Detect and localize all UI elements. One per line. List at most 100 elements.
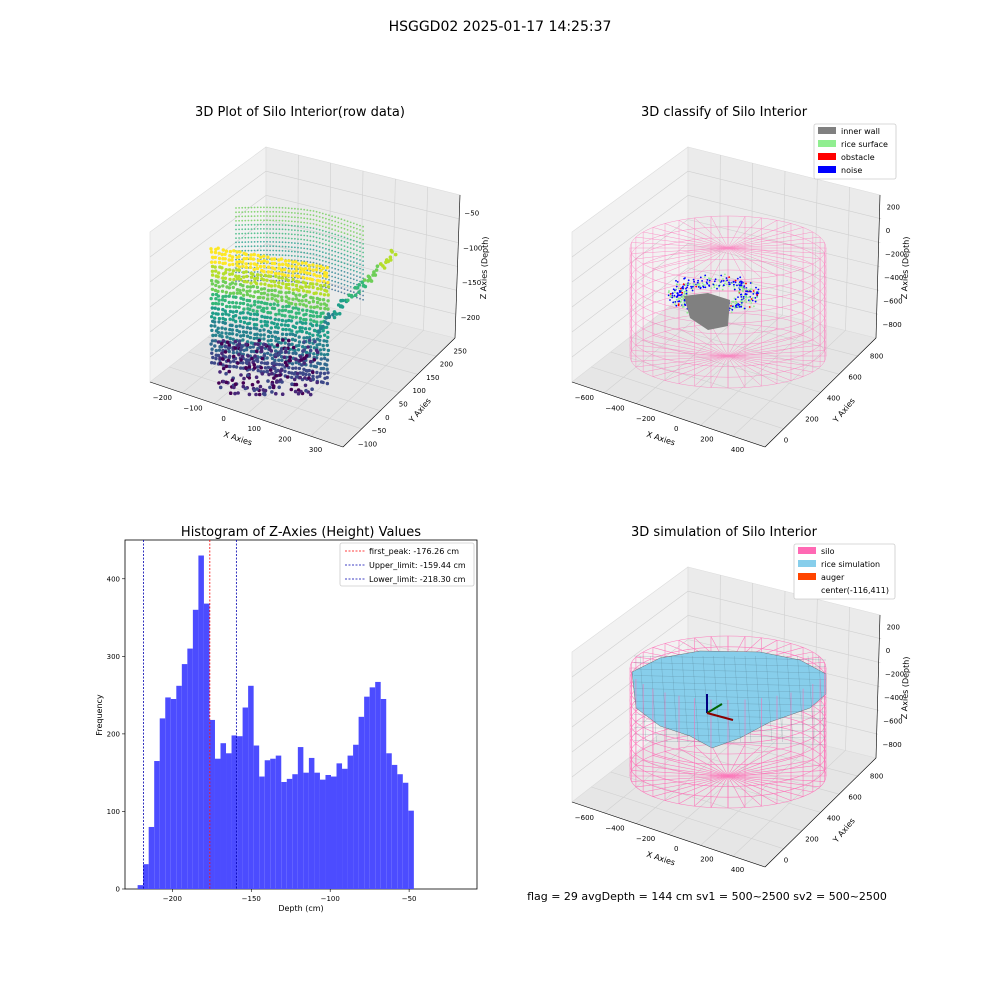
point bbox=[337, 230, 340, 233]
point bbox=[325, 222, 327, 224]
point bbox=[255, 285, 260, 289]
point bbox=[224, 331, 228, 335]
point bbox=[286, 263, 290, 268]
point bbox=[220, 252, 224, 257]
histogram-bar bbox=[253, 745, 260, 889]
point bbox=[226, 358, 231, 363]
point bbox=[247, 262, 250, 265]
point bbox=[343, 245, 346, 248]
point bbox=[303, 264, 306, 267]
point bbox=[235, 241, 237, 244]
point bbox=[303, 260, 306, 263]
point bbox=[682, 297, 685, 300]
point bbox=[241, 293, 246, 297]
point bbox=[231, 359, 236, 363]
point bbox=[220, 298, 225, 302]
point bbox=[337, 251, 340, 254]
point bbox=[278, 232, 281, 235]
point bbox=[216, 340, 221, 344]
point bbox=[266, 379, 270, 383]
point bbox=[294, 315, 298, 319]
point bbox=[272, 280, 277, 284]
point bbox=[695, 285, 698, 288]
point bbox=[340, 218, 343, 221]
rice-mesh-line bbox=[723, 655, 731, 743]
point bbox=[318, 250, 321, 253]
point bbox=[315, 314, 319, 319]
point bbox=[265, 356, 269, 360]
point bbox=[310, 387, 314, 392]
point bbox=[253, 354, 257, 358]
point bbox=[346, 263, 349, 266]
point bbox=[326, 285, 331, 289]
point bbox=[317, 329, 321, 333]
point bbox=[318, 237, 321, 240]
point bbox=[287, 370, 291, 375]
point bbox=[294, 250, 296, 253]
point bbox=[309, 231, 312, 234]
point bbox=[277, 385, 282, 390]
point bbox=[718, 284, 721, 287]
point bbox=[278, 241, 281, 244]
point bbox=[346, 250, 349, 253]
point bbox=[362, 278, 367, 282]
point bbox=[331, 215, 333, 218]
point bbox=[290, 315, 295, 319]
point bbox=[223, 344, 228, 349]
raw-y-tick: 50 bbox=[399, 400, 408, 408]
point bbox=[728, 276, 731, 278]
point bbox=[287, 211, 290, 214]
point bbox=[291, 332, 295, 337]
point bbox=[242, 320, 247, 325]
silo-cap-spoke bbox=[727, 247, 746, 280]
point bbox=[266, 236, 268, 239]
point bbox=[294, 216, 296, 219]
rice-mesh-line bbox=[633, 681, 827, 687]
point bbox=[321, 311, 325, 315]
point bbox=[290, 229, 293, 231]
point bbox=[306, 235, 309, 237]
point bbox=[328, 274, 330, 277]
point bbox=[356, 262, 358, 265]
point bbox=[272, 245, 275, 248]
point bbox=[241, 254, 244, 256]
point bbox=[217, 251, 221, 255]
point bbox=[245, 274, 249, 279]
point bbox=[262, 259, 266, 263]
point bbox=[272, 249, 275, 252]
rice-mesh-line bbox=[755, 655, 762, 743]
point bbox=[278, 373, 282, 377]
point bbox=[272, 321, 276, 326]
point bbox=[325, 358, 330, 362]
point bbox=[245, 334, 250, 338]
point bbox=[315, 219, 318, 222]
point bbox=[216, 275, 220, 279]
silo-cap-spoke bbox=[727, 355, 792, 381]
point bbox=[259, 333, 263, 337]
x-axis-line bbox=[149, 381, 344, 448]
point bbox=[245, 256, 249, 261]
point bbox=[252, 312, 257, 316]
point bbox=[309, 209, 312, 212]
point bbox=[313, 339, 317, 344]
point bbox=[284, 254, 287, 257]
rice-mesh-line bbox=[713, 655, 720, 743]
point bbox=[744, 298, 747, 301]
point bbox=[303, 243, 306, 246]
point bbox=[325, 252, 327, 255]
classify-x-tick: −200 bbox=[636, 415, 655, 423]
point bbox=[220, 331, 224, 335]
rice-mesh-line bbox=[681, 655, 689, 743]
point bbox=[328, 253, 330, 255]
point bbox=[305, 369, 310, 373]
point bbox=[235, 215, 237, 218]
point bbox=[281, 228, 284, 231]
point bbox=[256, 279, 259, 282]
point bbox=[334, 263, 337, 266]
point bbox=[217, 271, 221, 275]
point bbox=[692, 285, 694, 288]
point bbox=[210, 306, 214, 310]
point bbox=[340, 305, 345, 309]
point bbox=[298, 375, 303, 380]
point bbox=[691, 287, 694, 290]
